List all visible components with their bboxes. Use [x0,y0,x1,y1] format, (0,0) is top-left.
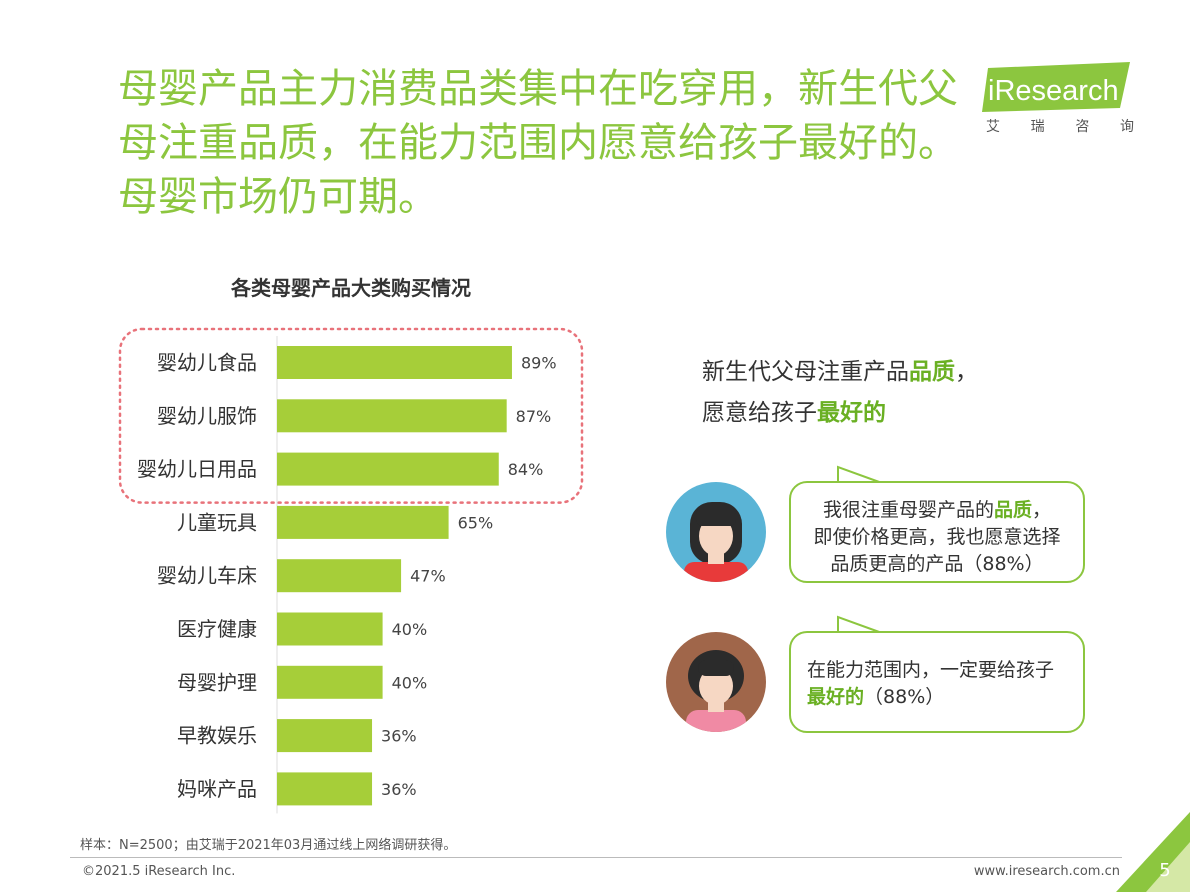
page-corner-decoration [1116,812,1190,892]
speech-bubble-tail [837,615,883,634]
value-label: 36% [381,727,417,746]
bubble-line: 最好的（88%） [807,684,1067,711]
chart-title: 各类母婴产品大类购买情况 [231,276,471,300]
sample-footnote: 样本：N=2500；由艾瑞于2021年03月通过线上网络调研获得。 [80,838,457,853]
value-label: 65% [458,513,494,532]
bar [277,665,383,699]
website-link[interactable]: www.iresearch.com.cn [973,864,1120,879]
page-headline: 母婴产品主力消费品类集中在吃穿用，新生代父母注重品质，在能力范围内愿意给孩子最好… [118,66,958,220]
iresearch-logo: iResearch [982,62,1130,112]
logo-brand-i: i [988,75,994,107]
bubble-text: （88%） [864,686,945,708]
mother-avatar-icon [666,632,766,732]
category-label: 母婴护理 [177,670,257,694]
bubble-line: 我很注重母婴产品的品质， [801,497,1073,524]
category-label: 早教娱乐 [177,724,257,748]
quote-text: 新生代父母注重产品 [702,359,909,385]
logo-sub-char: 瑞 [1030,119,1047,135]
category-label: 医疗健康 [177,617,257,641]
mother-avatar-icon [666,482,766,582]
bubble-text: ， [1032,499,1052,521]
logo-sub-char: 艾 [986,119,1002,135]
quote-text: 愿意给孩子 [702,400,817,426]
key-quote: 新生代父母注重产品品质， 愿意给孩子最好的 [702,352,978,434]
footer-divider [70,857,1122,858]
bubble-line: 在能力范围内，一定要给孩子 [807,659,1055,681]
value-label: 84% [508,460,544,479]
bubble-text: 我很注重母婴产品的 [822,499,994,521]
logo-brand-text: Research [994,75,1118,107]
bubble-highlight: 最好的 [807,686,865,708]
copyright: ©2021.5 iResearch Inc. [82,864,236,879]
bubble-line: 即使价格更高，我也愿意选择 [813,526,1061,548]
logo-subtitle: 艾 瑞 咨 询 [986,116,1136,136]
category-label: 妈咪产品 [177,777,257,801]
logo-sub-char: 询 [1119,119,1136,135]
key-quote-line-1: 新生代父母注重产品品质， [702,352,978,393]
bar [277,559,402,593]
bar [277,772,373,806]
bar-chart: 婴幼儿食品 89% 婴幼儿服饰 87% 婴幼儿日用品 84% 儿童玩具 65% 婴幼儿车床 47%… [118,327,584,814]
bar [277,505,449,539]
value-label: 87% [516,407,552,426]
category-label: 儿童玩具 [177,510,257,534]
page-number: 5 [1159,860,1171,881]
highlight-frame [118,327,584,504]
speech-bubble-best: 在能力范围内，一定要给孩子 最好的（88%） [789,631,1085,733]
bar [277,399,507,433]
category-label: 婴幼儿服饰 [157,404,257,428]
bubble-line: 品质更高的产品（88%） [830,553,1044,575]
value-label: 40% [392,620,428,639]
logo-sub-char: 咨 [1075,119,1092,135]
value-label: 36% [381,780,417,799]
key-quote-line-2: 愿意给孩子最好的 [702,393,978,434]
bubble-highlight: 品质 [993,499,1032,521]
bar [277,452,499,486]
svg-text:iResearch: iResearch [988,75,1119,107]
logo-green-banner [982,62,1130,112]
bar [277,346,512,379]
speech-bubble-quality: 我很注重母婴产品的品质， 即使价格更高，我也愿意选择 品质更高的产品（88%） [789,481,1085,583]
category-label: 婴幼儿食品 [157,351,257,375]
value-label: 89% [521,354,557,373]
category-label: 婴幼儿日用品 [137,457,257,481]
quote-text: ， [955,359,978,385]
value-label: 47% [410,567,446,586]
bar [277,612,383,646]
bar [277,719,373,753]
quote-highlight: 最好的 [817,400,886,426]
value-label: 40% [392,673,428,692]
category-label: 婴幼儿车床 [157,564,257,588]
quote-highlight: 品质 [909,359,955,385]
speech-bubble-tail [837,465,883,484]
